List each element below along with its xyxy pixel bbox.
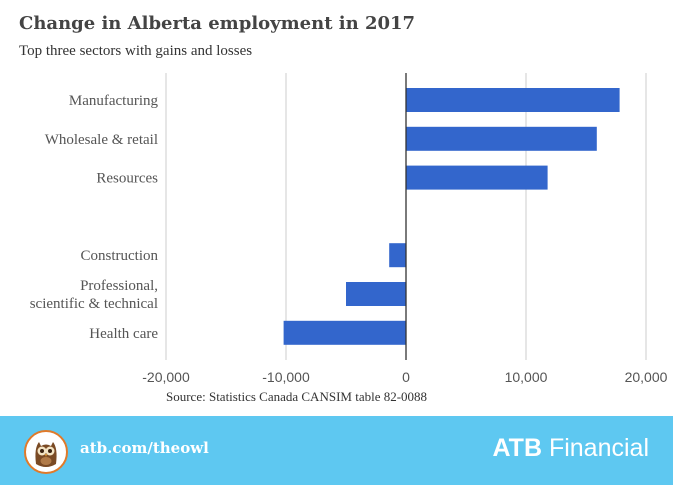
brand-rest: Financial bbox=[542, 434, 649, 462]
category-label: Health care bbox=[89, 326, 158, 342]
bar bbox=[283, 320, 406, 345]
brand-bold: ATB bbox=[492, 434, 542, 462]
x-tick-label: -10,000 bbox=[262, 369, 310, 385]
x-tick-label: -20,000 bbox=[142, 369, 190, 385]
bar bbox=[346, 282, 406, 306]
category-labels: Manufacturing Wholesale & retail Resources… bbox=[30, 93, 159, 342]
footer-bar: atb.com/theowl ATB Financial bbox=[0, 416, 673, 485]
category-label: Manufacturing bbox=[69, 93, 159, 109]
footer-link[interactable]: atb.com/theowl bbox=[80, 439, 209, 457]
source-note: Source: Statistics Canada CANSIM table 8… bbox=[166, 389, 428, 404]
bar-chart: Manufacturing Wholesale & retail Resources… bbox=[30, 73, 668, 385]
x-axis-tick-labels: -20,000 -10,000 0 10,000 20,000 bbox=[142, 369, 667, 385]
category-label: Professional, scientific & technical bbox=[30, 278, 158, 312]
gridlines bbox=[165, 73, 647, 360]
bar bbox=[406, 88, 620, 112]
bar bbox=[406, 165, 548, 190]
x-tick-label: 10,000 bbox=[505, 369, 548, 385]
atb-financial-logo: ATB Financial bbox=[492, 434, 649, 463]
category-label: Wholesale & retail bbox=[45, 132, 158, 148]
bar bbox=[389, 243, 406, 268]
bar bbox=[406, 126, 597, 151]
x-tick-label: 20,000 bbox=[625, 369, 668, 385]
chart-subtitle: Top three sectors with gains and losses bbox=[19, 43, 253, 59]
owl-icon bbox=[24, 430, 68, 474]
category-label: Resources bbox=[96, 171, 158, 187]
chart-title: Change in Alberta employment in 2017 bbox=[19, 13, 416, 34]
category-label: Construction bbox=[81, 248, 159, 264]
x-tick-label: 0 bbox=[402, 369, 410, 385]
bars bbox=[283, 88, 620, 345]
